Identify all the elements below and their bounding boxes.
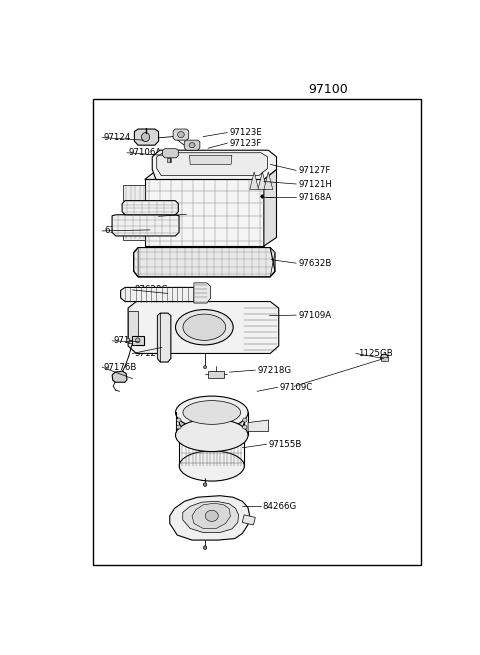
Polygon shape	[152, 150, 276, 179]
Ellipse shape	[135, 338, 140, 343]
Text: 97100: 97100	[308, 83, 348, 96]
Polygon shape	[145, 179, 264, 246]
Text: 97632B: 97632B	[298, 259, 332, 268]
Bar	[167, 158, 171, 162]
Ellipse shape	[176, 419, 248, 451]
Polygon shape	[242, 515, 255, 525]
Polygon shape	[134, 129, 158, 145]
Polygon shape	[128, 301, 279, 354]
Polygon shape	[183, 501, 239, 533]
Ellipse shape	[242, 425, 247, 429]
Text: 97218G: 97218G	[257, 365, 291, 375]
Text: 97127F: 97127F	[298, 166, 330, 175]
Polygon shape	[112, 215, 179, 236]
Ellipse shape	[183, 314, 226, 341]
Ellipse shape	[204, 365, 206, 369]
Ellipse shape	[183, 401, 240, 424]
Bar	[126, 339, 129, 343]
Text: 97155B: 97155B	[268, 440, 302, 449]
Ellipse shape	[381, 354, 388, 361]
Text: 1125GB: 1125GB	[358, 349, 392, 358]
Ellipse shape	[178, 132, 184, 138]
Text: 97127A: 97127A	[134, 349, 168, 358]
Ellipse shape	[204, 483, 207, 487]
Polygon shape	[163, 149, 178, 158]
Polygon shape	[138, 248, 275, 277]
Ellipse shape	[205, 510, 218, 521]
Polygon shape	[250, 172, 259, 189]
Polygon shape	[128, 310, 138, 343]
Polygon shape	[112, 371, 127, 383]
Text: 97168A: 97168A	[298, 193, 331, 202]
Polygon shape	[157, 313, 171, 362]
Bar	[132, 336, 144, 345]
Polygon shape	[157, 313, 160, 362]
Polygon shape	[133, 248, 275, 277]
Text: 97176B: 97176B	[104, 363, 137, 371]
Ellipse shape	[204, 546, 207, 550]
Ellipse shape	[189, 143, 195, 147]
Ellipse shape	[179, 451, 244, 481]
Ellipse shape	[176, 310, 233, 345]
Text: ♦: ♦	[259, 194, 265, 200]
Text: 97123F: 97123F	[229, 139, 262, 147]
Polygon shape	[170, 496, 250, 540]
Ellipse shape	[242, 418, 247, 422]
Polygon shape	[190, 155, 232, 164]
Polygon shape	[184, 140, 200, 150]
Text: 97109C: 97109C	[279, 383, 313, 392]
Ellipse shape	[177, 418, 181, 422]
Polygon shape	[192, 503, 230, 529]
Bar	[94, 99, 421, 565]
Bar	[208, 371, 224, 378]
Polygon shape	[145, 170, 276, 179]
Text: 61B05A: 61B05A	[104, 227, 138, 235]
Ellipse shape	[177, 425, 181, 429]
Text: 97620C: 97620C	[134, 286, 168, 295]
Text: 97121H: 97121H	[298, 179, 332, 189]
Polygon shape	[156, 153, 267, 176]
Text: 97123E: 97123E	[229, 128, 262, 137]
Ellipse shape	[206, 420, 217, 426]
Polygon shape	[248, 420, 268, 432]
Polygon shape	[173, 129, 189, 140]
Text: 97109A: 97109A	[298, 310, 331, 320]
Text: 97124: 97124	[104, 133, 131, 142]
Text: 97105C: 97105C	[160, 212, 194, 221]
Polygon shape	[264, 170, 276, 246]
Text: 84266G: 84266G	[263, 502, 297, 511]
Bar	[381, 357, 388, 361]
Ellipse shape	[176, 396, 248, 429]
Polygon shape	[122, 200, 178, 215]
Ellipse shape	[179, 406, 244, 437]
Text: 97176E: 97176E	[114, 337, 147, 345]
Polygon shape	[123, 185, 145, 240]
Ellipse shape	[142, 132, 150, 141]
Polygon shape	[258, 172, 267, 189]
Polygon shape	[120, 288, 198, 301]
Polygon shape	[264, 172, 273, 189]
Polygon shape	[194, 283, 211, 303]
Text: 97106A: 97106A	[129, 148, 162, 157]
